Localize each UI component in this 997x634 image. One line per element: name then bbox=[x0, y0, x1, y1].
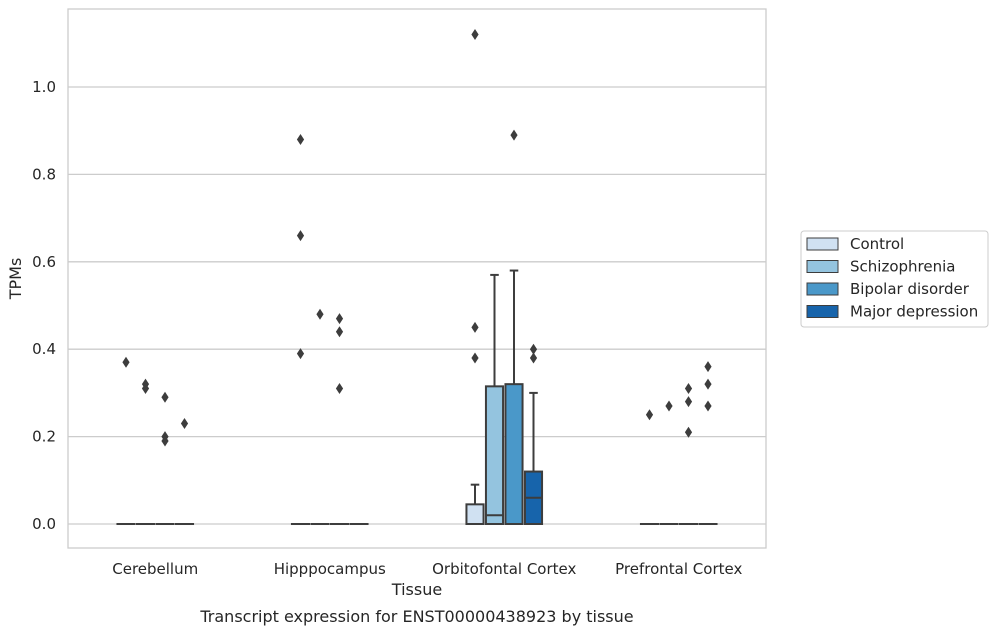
outlier-point bbox=[704, 361, 712, 373]
outlier-point bbox=[296, 133, 305, 145]
x-axis-title: Tissue bbox=[391, 580, 442, 599]
legend-label: Control bbox=[850, 235, 904, 253]
outlier-point bbox=[684, 383, 693, 395]
legend-swatch bbox=[806, 282, 839, 296]
boxes bbox=[116, 269, 718, 526]
outlier-point bbox=[684, 426, 693, 438]
outlier-point bbox=[529, 352, 538, 364]
legend-label: Major depression bbox=[850, 303, 978, 321]
outlier-point bbox=[684, 396, 693, 408]
x-tick-label: Orbitofontal Cortex bbox=[432, 560, 576, 578]
outlier-point bbox=[471, 352, 479, 364]
outlier-point bbox=[122, 356, 130, 368]
outlier-point bbox=[704, 400, 712, 412]
outlier-point bbox=[316, 308, 324, 320]
y-tick-label: 0.8 bbox=[32, 165, 56, 183]
outlier-point bbox=[704, 378, 712, 390]
outlier-point bbox=[296, 230, 305, 242]
outlier-point bbox=[471, 29, 479, 41]
outlier-point bbox=[335, 383, 344, 395]
legend-swatch bbox=[806, 260, 839, 273]
box-iqr bbox=[465, 503, 485, 525]
outlier-point bbox=[180, 417, 189, 429]
outlier-point bbox=[529, 343, 538, 355]
box-control bbox=[465, 483, 485, 525]
outlier-point bbox=[510, 129, 518, 141]
y-tick-label: 0.2 bbox=[32, 428, 56, 446]
legend-label: Bipolar disorder bbox=[850, 280, 970, 298]
outliers bbox=[122, 29, 712, 447]
box-iqr bbox=[504, 383, 524, 525]
y-axis-title: TPMs bbox=[6, 258, 25, 301]
legend: Control Schizophrenia Bipolar disorder Majo… bbox=[800, 230, 989, 328]
outlier-point bbox=[645, 409, 654, 421]
plot-frame bbox=[67, 8, 767, 549]
legend-label: Schizophrenia bbox=[850, 258, 955, 276]
y-axis-ticks: 0.0 0.2 0.4 0.6 0.8 1.0 bbox=[32, 78, 56, 533]
legend-frame bbox=[800, 230, 989, 328]
legend-swatch bbox=[806, 305, 839, 318]
outlier-point bbox=[335, 326, 344, 338]
outlier-point bbox=[335, 313, 344, 325]
chart-caption: Transcript expression for ENST0000043892… bbox=[199, 607, 633, 626]
outlier-point bbox=[665, 400, 673, 412]
y-tick-label: 0.0 bbox=[32, 515, 56, 533]
x-tick-label: Prefrontal Cortex bbox=[615, 560, 742, 578]
outlier-point bbox=[161, 391, 169, 403]
gridlines bbox=[68, 86, 766, 525]
outlier-point bbox=[141, 383, 150, 395]
outlier-point bbox=[161, 435, 169, 447]
x-tick-label: Hipppocampus bbox=[274, 560, 386, 578]
box-major-depression bbox=[523, 391, 544, 525]
x-axis-ticks: Cerebellum Hipppocampus Orbitofontal Corte… bbox=[112, 560, 742, 578]
y-tick-label: 0.6 bbox=[32, 253, 56, 271]
x-tick-label: Cerebellum bbox=[112, 560, 198, 578]
y-tick-label: 0.4 bbox=[32, 340, 56, 358]
box-iqr bbox=[484, 385, 505, 525]
outlier-point bbox=[471, 321, 479, 333]
legend-swatch bbox=[806, 237, 839, 251]
box-bipolar-disorder bbox=[504, 269, 524, 525]
box-schizophrenia bbox=[484, 273, 505, 525]
outlier-point bbox=[296, 348, 305, 360]
y-tick-label: 1.0 bbox=[32, 78, 56, 96]
